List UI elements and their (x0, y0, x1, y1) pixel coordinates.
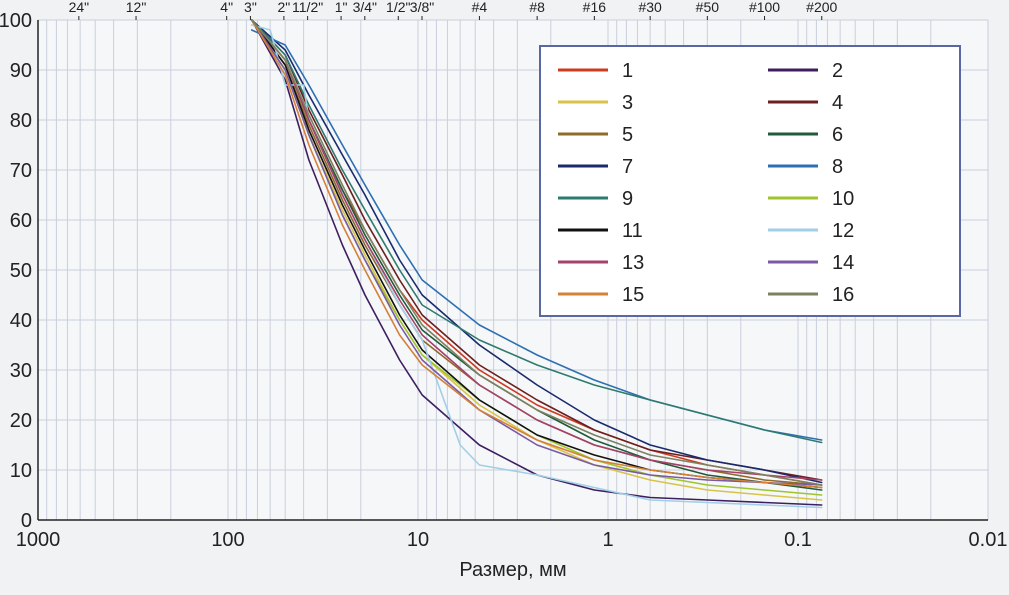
top-tick-label: 11/2" (292, 0, 323, 15)
legend-label-7: 7 (622, 156, 633, 178)
top-tick-label: 2" (278, 0, 291, 15)
legend-label-3: 3 (622, 92, 633, 114)
top-tick-label: 3" (244, 0, 257, 15)
top-tick-label: 3/4" (353, 0, 377, 15)
top-tick-label: #200 (806, 0, 837, 15)
top-tick-label: 1" (335, 0, 348, 15)
x-tick-label: 1 (602, 529, 613, 551)
x-tick-label: 0.01 (969, 529, 1008, 551)
chart-svg: 010203040506070809010010001001010.10.01Р… (0, 0, 1009, 595)
x-tick-label: 1000 (16, 529, 61, 551)
x-tick-label: 10 (407, 529, 429, 551)
y-tick-label: 10 (10, 460, 32, 482)
top-tick-label: 1/2" (386, 0, 410, 15)
y-tick-label: 100 (0, 10, 32, 32)
top-tick-label: #100 (749, 0, 780, 15)
legend-label-5: 5 (622, 124, 633, 146)
legend-box (540, 46, 960, 316)
legend-label-14: 14 (832, 252, 854, 274)
top-tick-label: #8 (529, 0, 545, 15)
y-tick-label: 70 (10, 160, 32, 182)
top-tick-label: 3/8" (410, 0, 434, 15)
y-tick-label: 50 (10, 260, 32, 282)
y-tick-label: 60 (10, 210, 32, 232)
legend-label-9: 9 (622, 188, 633, 210)
top-tick-label: 24" (69, 0, 90, 15)
gradation-chart: 010203040506070809010010001001010.10.01Р… (0, 0, 1009, 595)
top-tick-label: #30 (638, 0, 662, 15)
legend-label-1: 1 (622, 60, 633, 82)
y-tick-label: 30 (10, 360, 32, 382)
legend-label-12: 12 (832, 220, 854, 242)
legend-label-15: 15 (622, 284, 644, 306)
top-tick-label: #16 (583, 0, 607, 15)
top-tick-label: 12" (126, 0, 147, 15)
x-tick-label: 100 (211, 529, 244, 551)
legend-label-11: 11 (622, 220, 643, 242)
legend-label-10: 10 (832, 188, 854, 210)
top-tick-label: 4" (220, 0, 233, 15)
legend-label-2: 2 (832, 60, 843, 82)
legend-label-8: 8 (832, 156, 843, 178)
y-tick-label: 20 (10, 410, 32, 432)
x-tick-label: 0.1 (784, 529, 812, 551)
top-tick-label: #50 (696, 0, 720, 15)
top-tick-label: #4 (472, 0, 488, 15)
legend-label-16: 16 (832, 284, 854, 306)
y-tick-label: 80 (10, 110, 32, 132)
x-axis-label: Размер, мм (459, 559, 566, 581)
legend-label-6: 6 (832, 124, 843, 146)
legend-label-4: 4 (832, 92, 843, 114)
y-tick-label: 90 (10, 60, 32, 82)
legend-label-13: 13 (622, 252, 644, 274)
y-tick-label: 40 (10, 310, 32, 332)
